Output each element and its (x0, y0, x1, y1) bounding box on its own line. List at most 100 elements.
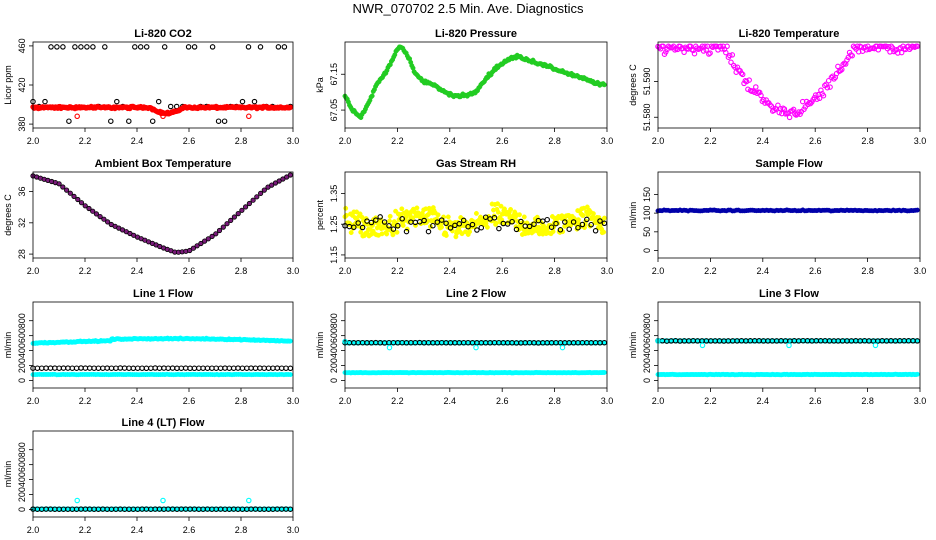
point-black (209, 365, 215, 371)
point-ambient (90, 208, 96, 214)
point-black (130, 365, 137, 372)
x-tick-label: 3.0 (287, 525, 300, 535)
plot-title: Li-820 Temperature (739, 28, 840, 40)
point-red (287, 104, 294, 111)
x-tick-label: 2.4 (757, 266, 770, 276)
point-black (257, 44, 264, 50)
point-black (139, 365, 145, 371)
data-points (30, 497, 294, 512)
x-tick-label: 2.4 (131, 396, 144, 406)
point-yellow (435, 212, 441, 218)
x-tick-label: 2.8 (235, 396, 248, 406)
point-magenta (732, 64, 738, 70)
y-tick-label: 1.25 (329, 215, 339, 233)
plot-title: Line 1 Flow (133, 288, 193, 300)
point-black (191, 44, 198, 50)
point-green (601, 82, 607, 88)
point-black (566, 226, 572, 232)
point-black (82, 365, 89, 371)
point-black (104, 365, 110, 371)
point-red-outliers (160, 113, 166, 120)
point-ambient (254, 194, 260, 200)
point-black (226, 365, 233, 371)
y-tick-label: 380 (17, 117, 27, 132)
plot-title: Line 2 Flow (446, 288, 506, 300)
y-tick-label: 0 (642, 378, 652, 383)
point-black (265, 365, 272, 371)
point-red-outliers (74, 113, 80, 120)
point-ambient (269, 182, 275, 188)
x-tick-label: 2.2 (391, 136, 404, 146)
point-ambient (287, 172, 293, 178)
point-black (108, 118, 114, 124)
plot-co2: Li-820 CO2 2.0 2.2 2.4 2.6 2.8 3.0 380 420 460 Lic… (3, 28, 299, 146)
point-cyan-spikes (160, 497, 166, 504)
point-black (196, 365, 202, 371)
plot-title: Line 4 (LT) Flow (122, 417, 205, 429)
plot-title: Line 3 Flow (759, 288, 819, 300)
y-tick-label: 800 (329, 313, 339, 328)
point-magenta (723, 49, 729, 56)
point-yellow (399, 206, 405, 212)
x-tick-label: 2.4 (131, 136, 144, 146)
point-magenta (816, 95, 823, 102)
point-black (42, 98, 48, 105)
point-black (43, 365, 49, 371)
point-ambient (105, 219, 111, 225)
x-tick-label: 3.0 (287, 266, 300, 276)
point-black (38, 365, 45, 371)
point-black (174, 365, 180, 372)
point-magenta (797, 111, 803, 117)
x-tick-label: 3.0 (287, 396, 300, 406)
point-cyan-dips (786, 342, 792, 349)
point-black (156, 365, 163, 371)
point-yellow (387, 213, 393, 219)
point-yellow (601, 229, 607, 235)
y-tick-label: 51.580 (642, 103, 652, 131)
point-magenta (672, 47, 678, 53)
point-magenta (862, 44, 868, 50)
point-magenta (835, 63, 841, 70)
point-black (117, 365, 124, 371)
y-axis-label: ml/min (628, 332, 638, 359)
point-yellow (521, 214, 527, 220)
point-magenta (681, 49, 687, 56)
point-black (143, 44, 150, 50)
point-magenta (820, 92, 827, 99)
x-tick-label: 2.0 (652, 266, 665, 276)
point-black (121, 365, 128, 371)
point-black (217, 365, 224, 371)
point-ambient (56, 181, 62, 187)
point-yellow (484, 224, 490, 230)
plot-frame (657, 41, 921, 129)
point-ambient (187, 247, 193, 254)
y-axis-label: degrees C (628, 64, 638, 106)
point-cyan-spikes (246, 497, 252, 504)
x-tick-label: 2.4 (131, 525, 144, 535)
y-tick-label: 400 (17, 343, 27, 358)
point-yellow (348, 230, 354, 236)
x-tick-label: 2.0 (339, 266, 352, 276)
point-ambient (75, 196, 81, 203)
point-ambient (93, 211, 100, 217)
point-black (60, 44, 66, 50)
point-ambient (213, 231, 219, 237)
point-cyan-dips (872, 342, 879, 349)
point-black (34, 365, 41, 371)
point-yellow (414, 205, 420, 211)
x-tick-label: 2.8 (548, 136, 561, 146)
point-magenta (717, 43, 724, 50)
point-black (56, 365, 62, 371)
point-black (281, 44, 288, 50)
plot-frame (657, 171, 921, 259)
point-black (474, 227, 480, 233)
point-black (161, 365, 167, 371)
y-tick-label: 28 (17, 249, 27, 259)
plot-sample-flow: Sample Flow 2.0 2.2 2.4 2.6 2.8 3.0 0 50 100 150 ml… (628, 158, 926, 276)
plot-frame (32, 171, 294, 259)
plot-title: Li-820 CO2 (134, 28, 191, 40)
y-tick-label: 600 (17, 457, 27, 472)
plot-frame (32, 430, 294, 518)
point-ambient (239, 207, 245, 213)
